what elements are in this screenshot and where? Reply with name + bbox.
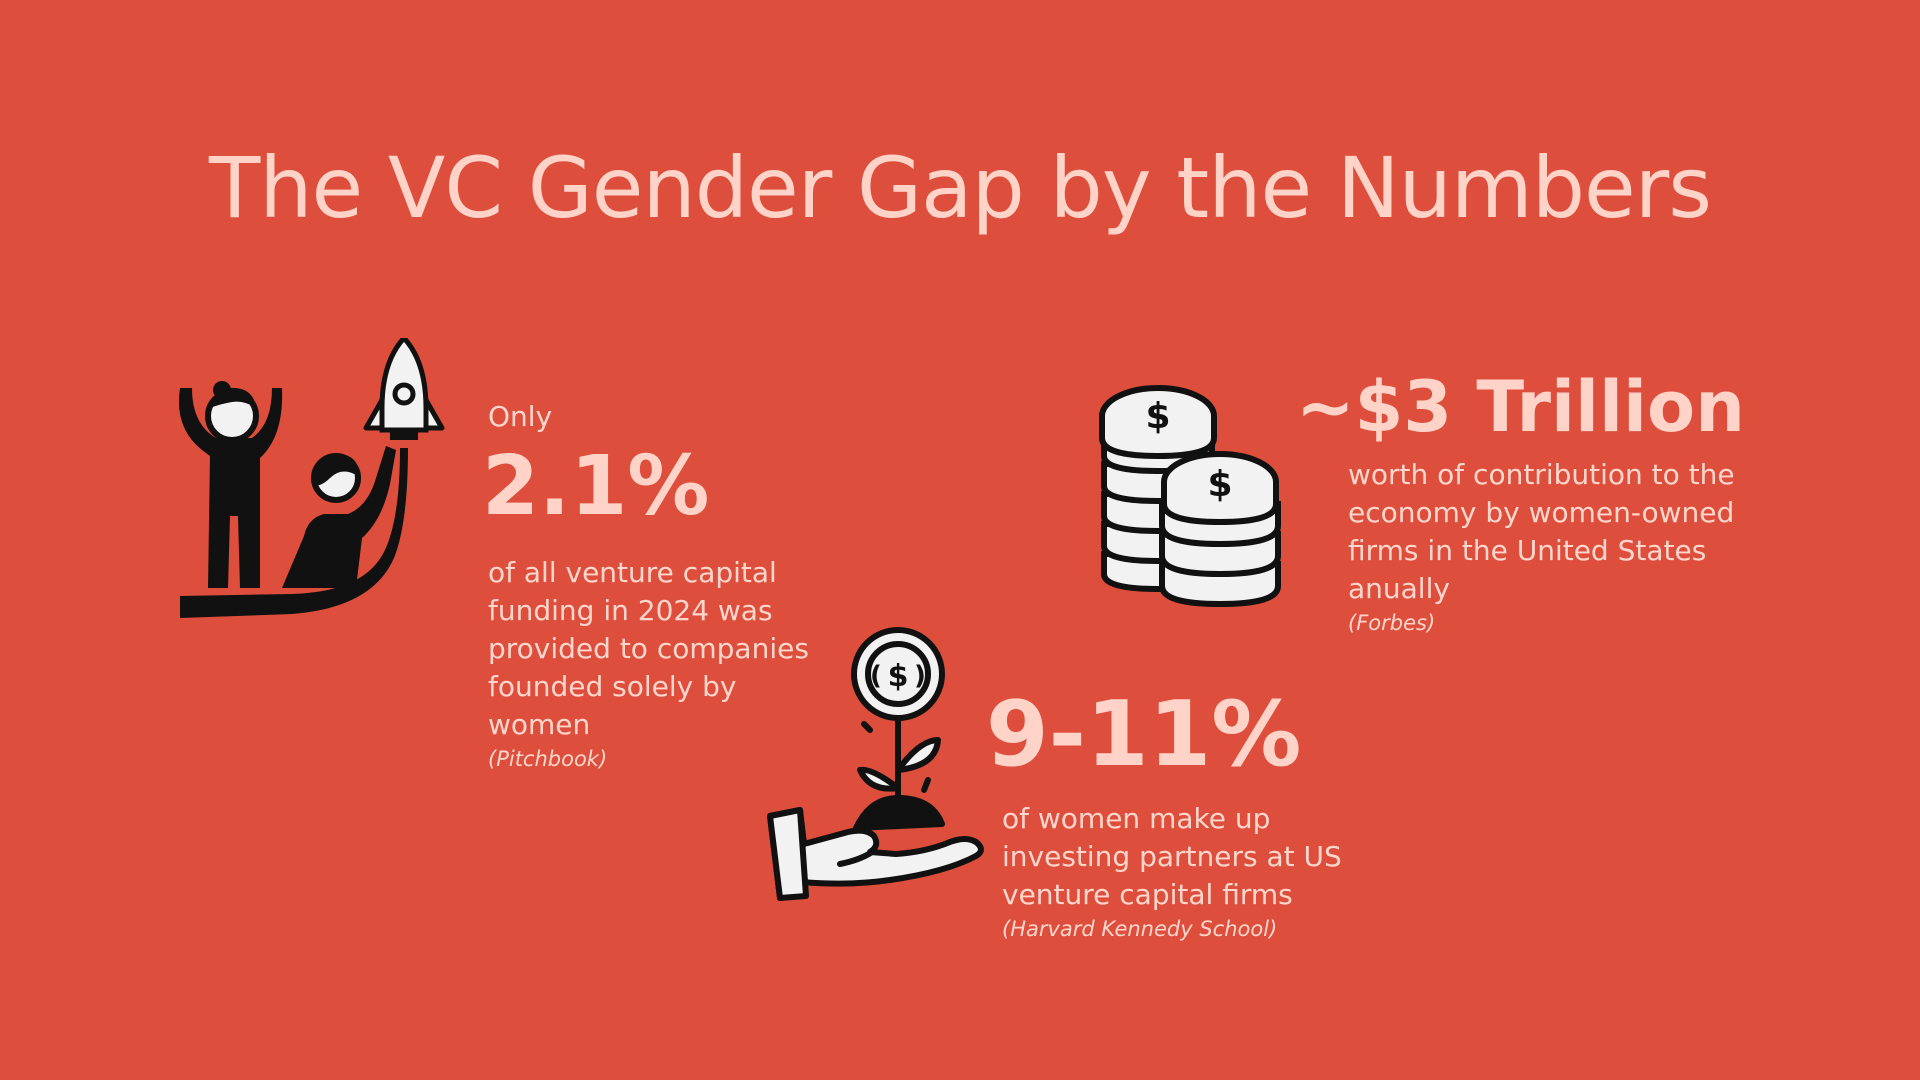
svg-text:$: $ <box>1145 396 1170 437</box>
women-founders-rocket-icon <box>178 338 445 618</box>
svg-text:): ) <box>914 661 926 691</box>
stat-women-investing-partners: 9-11% of women make up investing partner… <box>986 690 1406 944</box>
stat-description: of all venture capital funding in 2024 w… <box>488 556 809 741</box>
stat-source: (Forbes) <box>1348 611 1436 635</box>
stat-source: (Harvard Kennedy School) <box>1002 917 1278 941</box>
svg-text:$: $ <box>888 659 909 694</box>
stat-value: 2.1% <box>482 439 710 534</box>
stat-value: 9-11% <box>986 682 1302 787</box>
page-title: The VC Gender Gap by the Numbers <box>208 139 1712 237</box>
stat-women-founded-funding: Only 2.1% of all venture capital funding… <box>482 398 818 774</box>
stat-value: ~$3 Trillion <box>1296 366 1745 448</box>
stat-description: worth of contribution to the economy by … <box>1348 458 1735 605</box>
svg-text:$: $ <box>1207 464 1232 505</box>
stat-prefix: Only <box>488 400 553 433</box>
stat-women-owned-economy: ~$3 Trillion worth of contribution to th… <box>1296 372 1776 638</box>
coin-stacks-icon: $ $ <box>1099 385 1281 608</box>
stat-source: (Pitchbook) <box>488 747 608 771</box>
hand-growing-money-plant-icon: $ ( ) <box>767 627 984 901</box>
stat-description: of women make up investing partners at U… <box>1002 802 1342 911</box>
svg-text:(: ( <box>870 661 882 691</box>
